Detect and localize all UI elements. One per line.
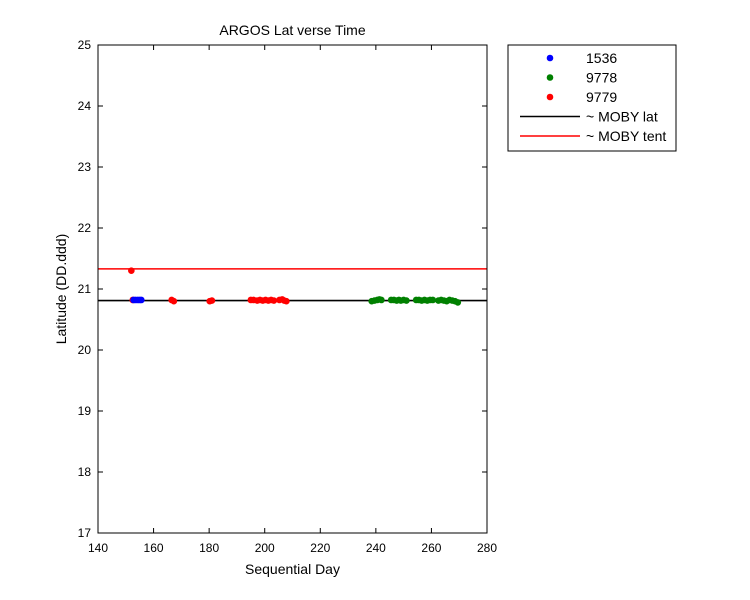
y-tick-label: 22	[78, 221, 92, 235]
data-point	[454, 299, 462, 306]
y-tick-label: 23	[78, 160, 92, 174]
x-tick-label: 220	[310, 541, 330, 555]
y-tick-label: 18	[78, 465, 92, 479]
y-tick-label: 19	[78, 404, 92, 418]
legend-items: 1536 9778 9779 ~ MOBY lat ~ MOBY tent	[520, 50, 666, 144]
plot-frame	[97, 44, 488, 534]
y-axis-ticks: 17 18 19 20 21 22 23 24 25	[78, 38, 487, 540]
x-tick-label: 140	[88, 541, 108, 555]
plot-background	[98, 45, 487, 533]
legend-box	[507, 44, 677, 152]
data-point	[429, 296, 437, 304]
legend-label: 9778	[586, 70, 617, 86]
data-point	[138, 296, 145, 304]
legend-marker	[546, 93, 554, 101]
legend-marker	[546, 74, 554, 81]
legend-marker	[546, 54, 554, 62]
data-point	[208, 297, 216, 304]
legend: 1536 9778 9779 ~ MOBY lat ~ MOBY tent	[507, 44, 677, 152]
chart-title: ARGOS Lat verse Time	[219, 22, 365, 38]
legend-label: ~ MOBY lat	[586, 109, 658, 125]
data-points	[128, 267, 462, 306]
data-point	[403, 297, 410, 304]
x-tick-label: 260	[421, 541, 441, 555]
legend-label: 9779	[586, 89, 617, 105]
x-tick-label: 240	[366, 541, 386, 555]
data-point	[170, 297, 178, 305]
legend-label: ~ MOBY tent	[586, 128, 666, 144]
x-axis-ticks: 140 160 180 200 220 240 260 280	[88, 45, 497, 555]
y-tick-label: 21	[78, 282, 92, 296]
x-axis-label: Sequential Day	[245, 561, 340, 577]
y-tick-label: 17	[78, 526, 92, 540]
data-point	[270, 297, 278, 304]
y-tick-label: 24	[78, 99, 92, 113]
data-point	[128, 267, 135, 275]
data-point	[378, 296, 385, 304]
plot-area: 140 160 180 200 220 240 260 280 17 18 19 20 21 22 23 2…	[78, 38, 498, 555]
x-tick-label: 160	[144, 541, 164, 555]
y-tick-label: 20	[78, 343, 92, 357]
x-tick-label: 200	[255, 541, 275, 555]
data-point	[283, 297, 290, 305]
legend-label: 1536	[586, 50, 617, 66]
x-tick-label: 180	[199, 541, 219, 555]
y-tick-label: 25	[78, 38, 92, 52]
y-axis-label: Latitude (DD.ddd)	[53, 234, 69, 345]
x-tick-label: 280	[477, 541, 497, 555]
